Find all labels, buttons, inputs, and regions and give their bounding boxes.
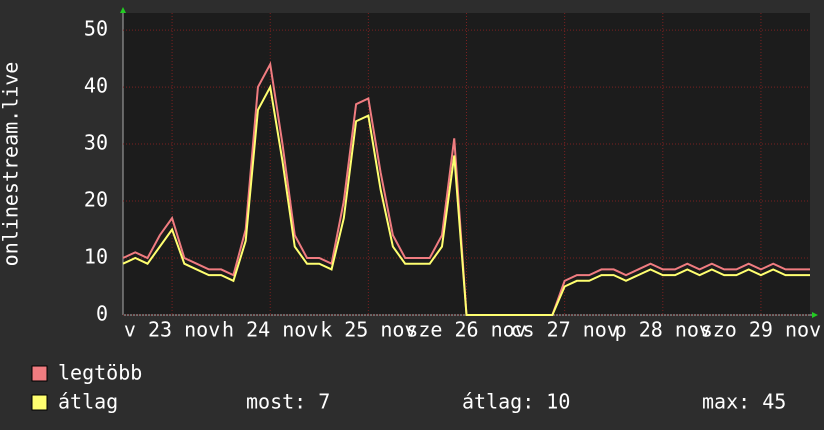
x-tick-label: h 24 nov [222,318,318,342]
y-axis-label: onlinestream.live [0,62,23,267]
x-tick-label: p 28 nov [615,318,711,342]
x-arrow [812,312,818,318]
y-tick-label: 20 [84,188,108,212]
y-tick-label: 30 [84,131,108,155]
y-tick-label: 0 [96,302,108,326]
y-tick-label: 40 [84,74,108,98]
series-line [122,84,810,316]
legend-label: átlag [58,390,118,414]
x-tick-label: szo 29 nov [701,318,821,342]
legend-swatch [31,365,48,382]
legend-label: legtöbb [58,361,142,385]
y-tick-label: 50 [84,17,108,41]
stat-label: most: 7 [246,390,330,414]
y-tick-label: 10 [84,245,108,269]
legend-swatch [31,394,48,411]
x-tick-label: k 25 nov [320,318,416,342]
x-tick-label: cs 27 nov [510,318,618,342]
x-tick-label: v 23 nov [124,318,220,342]
stat-label: átlag: 10 [462,390,570,414]
x-tick-label: sze 26 nov [406,318,526,342]
stat-label: max: 45 [702,390,786,414]
y-arrow [120,7,126,13]
